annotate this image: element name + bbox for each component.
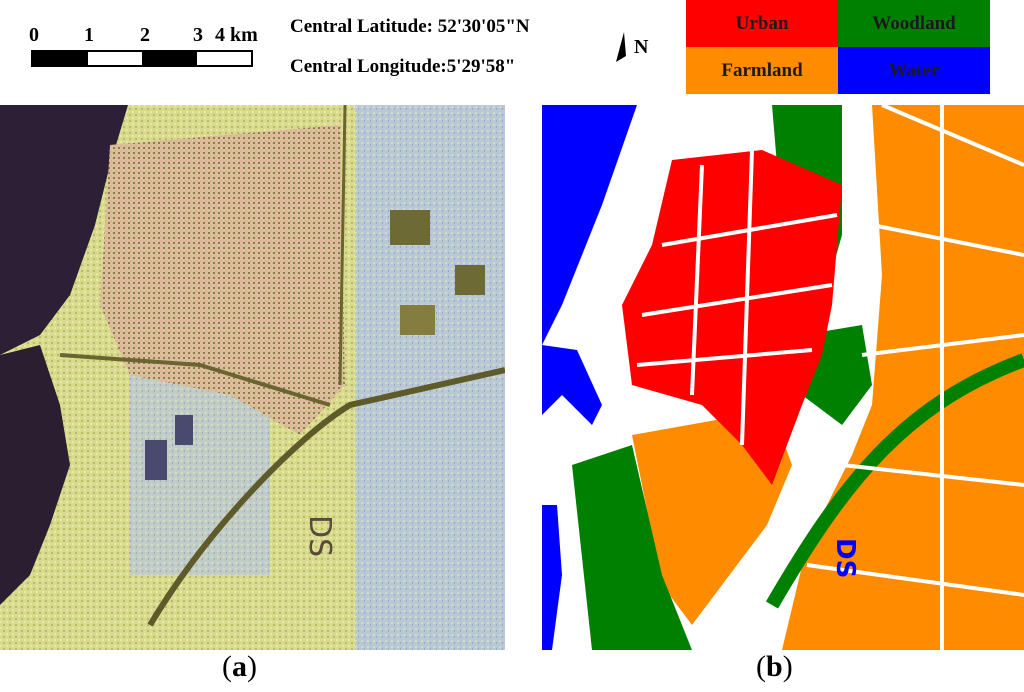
scale-tick-1: 1 (84, 24, 94, 46)
scale-tick-3: 3 (193, 24, 203, 46)
svg-text:DS: DS (302, 515, 337, 557)
legend-farmland: Farmland (686, 47, 838, 94)
water-region-southwest (542, 505, 562, 650)
woodland-strip-canal (765, 353, 1024, 609)
woodland-region-sw (572, 445, 692, 650)
legend-urban-label: Urban (735, 12, 789, 34)
scale-unit-label: 4 km (215, 24, 258, 46)
legend-woodland: Woodland (838, 0, 990, 47)
central-latitude: Central Latitude: 52'30'05"N (290, 16, 530, 37)
caption-a-close: ) (247, 650, 257, 683)
north-arrow-icon (616, 32, 626, 62)
legend-water-label: Water (888, 59, 940, 81)
farmland-region-south (632, 410, 792, 625)
caption-b-letter: b (766, 650, 783, 683)
central-longitude: Central Longitude:5'29'58" (290, 56, 516, 77)
scale-bar-graphic (31, 50, 253, 67)
scale-tick-2: 2 (140, 24, 150, 46)
road-network (636, 105, 1024, 650)
caption-a-open: ( (222, 650, 232, 683)
svg-text:DS: DS (830, 538, 860, 578)
legend-water: Water (838, 47, 990, 94)
north-label: N (634, 36, 649, 58)
scale-tick-0: 0 (29, 24, 39, 46)
legend: Urban Woodland Farmland Water (686, 0, 990, 94)
north-arrow (614, 30, 634, 69)
caption-b: (b) (756, 650, 793, 684)
water-region-west (542, 345, 602, 425)
caption-a-letter: a (232, 650, 247, 683)
legend-woodland-label: Woodland (872, 12, 956, 34)
classification-map-panel-b: DS (542, 105, 1024, 650)
legend-urban: Urban (686, 0, 838, 47)
caption-b-close: ) (782, 650, 793, 683)
legend-farmland-label: Farmland (721, 59, 803, 81)
caption-a: (a) (222, 650, 257, 684)
water-region-northwest (542, 105, 637, 345)
caption-b-open: ( (756, 650, 766, 683)
sar-image-panel-a: DS (0, 105, 505, 650)
urban-region (622, 150, 842, 485)
